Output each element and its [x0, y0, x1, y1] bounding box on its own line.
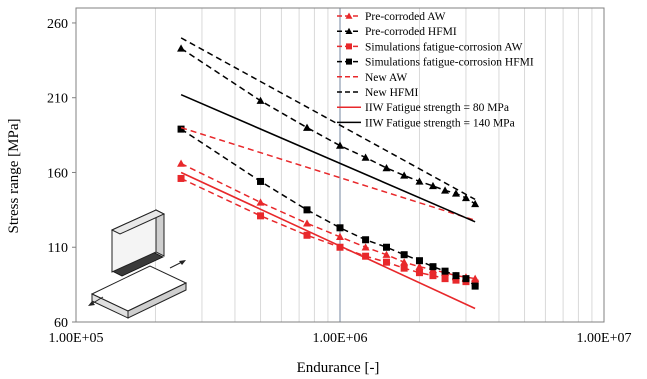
legend-marker-square: [346, 58, 352, 65]
data-point-square: [415, 269, 423, 277]
data-point-square: [177, 125, 185, 133]
legend-label: Pre-corroded HFMI: [365, 26, 457, 38]
data-point-triangle: [336, 232, 344, 240]
data-point-triangle: [177, 44, 186, 52]
gridlines: [154, 8, 593, 322]
x-tick-label: 1.00E+06: [313, 331, 368, 346]
series-line: [180, 93, 476, 223]
data-point-square: [441, 275, 449, 283]
data-point-triangle: [471, 199, 480, 208]
data-point-square: [452, 276, 460, 284]
data-point-square: [400, 264, 408, 272]
y-tick-label: 160: [47, 166, 68, 181]
data-point-square: [177, 174, 185, 182]
data-point-square: [336, 243, 344, 251]
data-point-square: [471, 282, 479, 290]
data-point-triangle: [256, 198, 265, 206]
legend-marker-square: [346, 43, 352, 50]
series-new-hfmi: [180, 37, 476, 201]
legend-item: IIW Fatigue strength = 80 MPa: [337, 102, 509, 114]
series-new-aw: [180, 126, 476, 222]
data-point-square: [303, 231, 311, 239]
data-point-square: [452, 272, 460, 280]
data-point-triangle: [441, 186, 450, 194]
legend-label: Pre-corroded AW: [365, 11, 446, 23]
data-point-triangle: [303, 219, 312, 227]
data-point-square: [257, 212, 265, 220]
data-point-triangle: [303, 123, 312, 131]
plot-border: [75, 7, 605, 323]
y-tick-label: 60: [54, 316, 68, 331]
data-point-square: [462, 275, 470, 283]
legend-item: New HFMI: [337, 87, 419, 99]
legend-item: Simulations fatigue-corrosion AW: [337, 41, 523, 53]
data-point-square: [429, 263, 437, 271]
data-point-square: [257, 177, 265, 185]
data-point-square: [382, 258, 390, 266]
data-point-triangle: [428, 181, 437, 190]
data-point-triangle: [451, 189, 460, 197]
axis-ticks: 1.00E+05 1.00E+06 1.00E+07 60 110 160 210 260: [47, 17, 631, 346]
legend-item: IIW Fatigue strength = 140 MPa: [337, 117, 515, 129]
data-point-triangle: [415, 177, 424, 185]
data-point-triangle: [400, 171, 409, 179]
data-point-triangle: [400, 258, 409, 266]
x-tick-label: 1.00E+07: [577, 331, 632, 346]
series-simulations-fatigue-corrosion-hfmi: [177, 125, 479, 290]
data-point-square: [362, 252, 370, 260]
specimen-illustration: [88, 209, 188, 319]
data-point-triangle: [256, 96, 265, 104]
legend-label: Simulations fatigue-corrosion HFMI: [365, 57, 534, 69]
data-point-triangle: [382, 250, 391, 258]
data-point-triangle: [361, 243, 370, 251]
legend-marker-triangle: [345, 12, 353, 19]
data-point-triangle: [461, 193, 470, 202]
series-line: [180, 37, 476, 201]
legend-marker-triangle: [345, 27, 353, 34]
data-point-triangle: [361, 153, 370, 161]
series-line: [180, 171, 476, 310]
legend-item: Pre-corroded HFMI: [337, 26, 457, 38]
data-point-square: [400, 251, 408, 259]
legend-item: Simulations fatigue-corrosion HFMI: [337, 57, 534, 69]
data-point-triangle: [382, 163, 391, 172]
data-point-triangle: [177, 159, 186, 167]
y-axis-title: Stress range [MPa]: [6, 119, 22, 234]
data-point-square: [362, 236, 370, 244]
legend-label: IIW Fatigue strength = 140 MPa: [365, 117, 515, 129]
series-pre-corroded-hfmi: [177, 44, 480, 208]
y-tick-label: 260: [47, 17, 68, 32]
plot-frame: [75, 7, 605, 323]
x-axis-title: Endurance [-]: [297, 360, 380, 376]
legend: Pre-corroded AW Pre-corroded HFMI Simulati…: [337, 11, 534, 129]
series-layer: [177, 37, 480, 310]
data-point-square: [382, 243, 390, 251]
legend-item: New AW: [337, 72, 407, 84]
data-point-triangle: [336, 141, 344, 149]
y-tick-label: 110: [48, 241, 68, 256]
series-iiw-fatigue-strength-80-mpa: [180, 171, 476, 310]
data-point-square: [303, 206, 311, 214]
data-point-triangle: [415, 262, 424, 270]
y-tick-label: 210: [47, 92, 68, 107]
legend-label: Simulations fatigue-corrosion AW: [365, 41, 523, 53]
legend-item: Pre-corroded AW: [337, 11, 446, 23]
data-point-square: [441, 267, 449, 275]
data-point-square: [336, 224, 344, 232]
legend-label: IIW Fatigue strength = 80 MPa: [365, 102, 509, 114]
legend-label: New AW: [365, 72, 407, 84]
series-iiw-fatigue-strength-140-mpa: [180, 93, 476, 223]
legend-label: New HFMI: [365, 87, 419, 99]
x-tick-label: 1.00E+05: [49, 331, 104, 346]
data-point-square: [429, 272, 437, 280]
data-point-square: [415, 257, 423, 265]
series-line: [180, 126, 476, 222]
